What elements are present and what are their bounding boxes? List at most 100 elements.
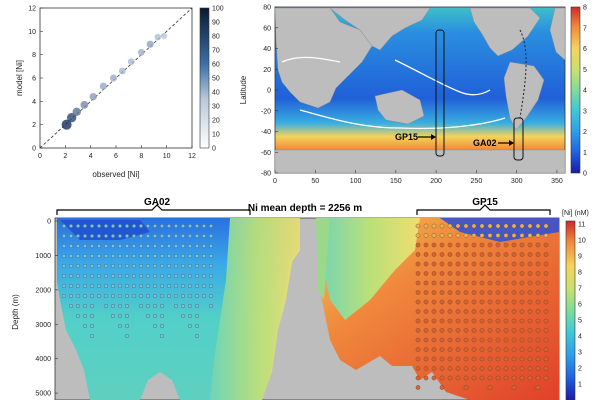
sample-circle <box>455 366 461 371</box>
sample-circle <box>511 242 517 248</box>
sample-circle <box>487 356 493 362</box>
sample-circle <box>463 356 469 362</box>
sample-circle <box>471 280 477 286</box>
sample-circle <box>527 280 533 286</box>
sample-circle <box>543 375 549 381</box>
map-x-ticks: 0 50 100 150 200 250 300 350 <box>273 170 563 185</box>
section-colorbar-ticklabel: 2 <box>578 366 582 373</box>
sample-circle <box>495 252 501 257</box>
sample-circle <box>125 254 129 258</box>
section-colorbar-ticklabel: 1 <box>578 382 582 389</box>
sample-circle <box>90 334 94 338</box>
sample-circle <box>495 309 501 314</box>
sample-circle <box>487 271 493 276</box>
sample-circle <box>139 284 143 288</box>
sample-circle <box>503 299 509 305</box>
sample-circle <box>455 261 461 267</box>
sample-circle <box>535 375 541 381</box>
map-x-ticklabel: 0 <box>273 178 277 185</box>
sample-circle <box>455 242 461 248</box>
scatter-y-ticklabel: 2 <box>32 122 36 129</box>
sample-circle <box>447 366 453 371</box>
sample-circle <box>479 252 485 257</box>
sample-circle <box>69 294 73 298</box>
sample-circle <box>139 294 143 298</box>
sample-circle <box>125 224 129 228</box>
sample-circle <box>188 324 192 328</box>
sample-circle <box>495 280 501 286</box>
sample-circle <box>471 223 477 229</box>
sample-circle <box>519 252 525 257</box>
sample-circle <box>527 347 533 352</box>
sample-circle <box>471 318 477 324</box>
sample-circle <box>153 294 157 298</box>
sample-circle <box>104 234 108 238</box>
scatter-y-ticklabel: 6 <box>32 76 36 83</box>
sample-circle <box>439 318 445 324</box>
sample-circle <box>439 271 445 276</box>
sample-circle <box>209 244 213 248</box>
sample-circle <box>487 290 493 295</box>
sample-circle <box>146 234 150 238</box>
density-point <box>80 100 89 109</box>
density-point <box>66 112 77 123</box>
sample-circle <box>431 356 437 362</box>
scatter-y-ticklabel: 10 <box>28 29 36 36</box>
scatter-colorbar <box>199 7 210 149</box>
land-asia <box>329 7 431 51</box>
sample-circle <box>487 337 493 343</box>
sample-circle <box>439 356 445 362</box>
map-y-ticklabel: 20 <box>263 67 271 74</box>
sample-circle <box>188 264 192 268</box>
sample-circle <box>209 304 213 308</box>
sample-circle <box>181 314 185 318</box>
scatter-x-ticklabel: 8 <box>139 153 143 160</box>
sample-circle <box>415 328 421 333</box>
sample-circle <box>90 294 94 298</box>
sample-circle <box>125 294 129 298</box>
sample-circle <box>76 314 80 318</box>
sample-circle <box>439 347 445 352</box>
sample-circle <box>447 271 453 276</box>
sample-circle <box>431 261 437 267</box>
sample-circle <box>463 290 469 295</box>
sample-circle <box>527 252 533 257</box>
depth-ticklabel: 0 <box>47 219 51 226</box>
sample-circle <box>439 299 445 305</box>
map-x-ticklabel: 100 <box>350 178 362 185</box>
sample-circle <box>83 244 87 248</box>
scatter-x-ticklabel: 0 <box>38 153 42 160</box>
sample-circle <box>83 234 87 238</box>
land-antarctica <box>274 149 566 174</box>
sample-circle <box>139 254 143 258</box>
sample-circle <box>495 375 501 381</box>
sample-circle <box>511 271 517 276</box>
sample-circle <box>174 304 178 308</box>
sample-circle <box>69 234 73 238</box>
section-colorbar-ticklabel: 4 <box>578 334 582 341</box>
sample-circle <box>139 234 143 238</box>
sample-circle <box>487 252 493 257</box>
sample-circle <box>519 223 525 229</box>
section-ylabel: Depth (m) <box>11 294 20 330</box>
sample-circle <box>62 244 66 248</box>
gp15-section-west <box>316 218 330 300</box>
sample-circle <box>535 242 541 248</box>
sample-circle <box>527 271 533 276</box>
map-colorbar-ticklabel: 3 <box>583 108 587 115</box>
sample-circle <box>479 337 485 343</box>
sample-circle <box>431 233 437 238</box>
sample-circle <box>90 234 94 238</box>
sample-circle <box>439 280 445 286</box>
sample-circle <box>423 375 429 381</box>
sample-circle <box>160 294 164 298</box>
sample-circle <box>188 244 192 248</box>
sample-circle <box>543 328 549 333</box>
sample-circle <box>431 347 437 352</box>
sample-circle <box>447 223 453 229</box>
sample-circle <box>487 280 493 286</box>
scatter-x-ticks: 0 2 4 6 8 10 12 <box>38 145 196 160</box>
sample-circle <box>146 244 150 248</box>
sample-circle <box>479 299 485 305</box>
sample-circle <box>423 261 429 267</box>
